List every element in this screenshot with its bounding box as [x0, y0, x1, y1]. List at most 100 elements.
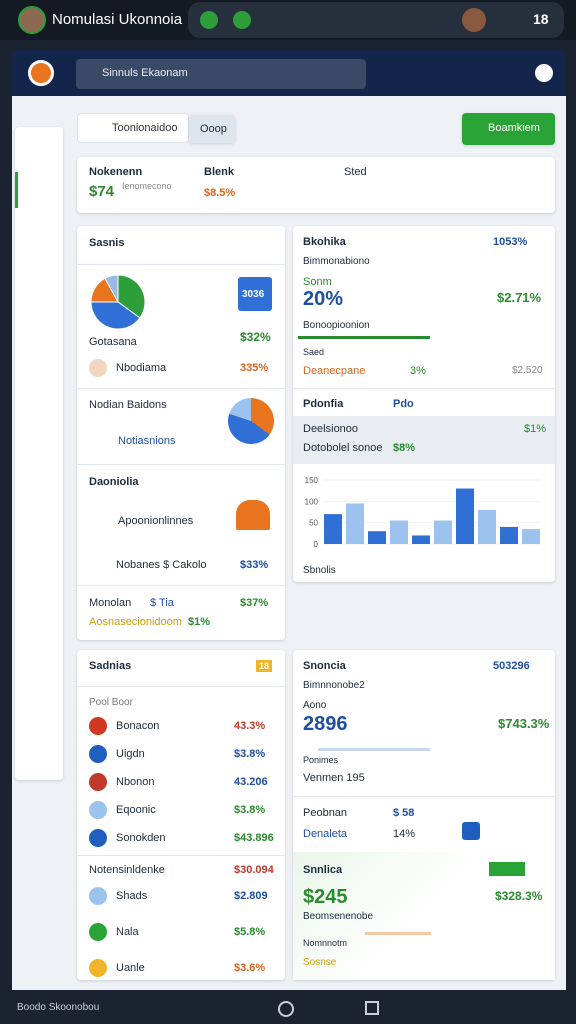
- bar: [368, 531, 386, 544]
- nav-label: Boodo Skoonobou: [17, 1002, 100, 1013]
- row-value: $3.8%: [234, 748, 266, 760]
- bar: [390, 520, 408, 544]
- progress: [318, 748, 430, 751]
- badge: 18: [256, 660, 273, 672]
- sidebar-active: [15, 172, 18, 208]
- bar: [412, 535, 430, 544]
- bar-chart: 0 50 100 150: [305, 476, 542, 549]
- bar: [522, 529, 540, 544]
- summary-card: [77, 157, 555, 213]
- primary-button[interactable]: Boamkiem: [462, 113, 555, 145]
- detail-value: $2.520: [512, 365, 543, 376]
- row-label: Bonacon: [116, 720, 160, 732]
- big-value: 20%: [303, 288, 344, 310]
- row-icon: [89, 923, 107, 941]
- home-button[interactable]: [278, 1001, 294, 1017]
- section-value: $37%: [240, 597, 269, 609]
- row-label: Uigdn: [116, 748, 145, 760]
- row-value: $43.896: [234, 832, 274, 844]
- row-value: 43.3%: [234, 720, 266, 732]
- section-title: Peobnan: [303, 807, 348, 819]
- panel-stat: 503296: [493, 660, 530, 672]
- action-icon[interactable]: [462, 822, 480, 840]
- y-tick-label: 150: [305, 476, 319, 485]
- detail: Sosnse: [303, 957, 337, 968]
- row-value: 43.206: [234, 776, 268, 788]
- row-label: Nala: [116, 926, 139, 938]
- pie-slice: [117, 274, 146, 319]
- row-icon: [89, 359, 107, 377]
- panel-title: Sasnis: [89, 237, 125, 249]
- detail: Nomnnotm: [303, 938, 348, 948]
- row-icon: [89, 887, 107, 905]
- row-value: 335%: [240, 362, 269, 374]
- detail: Deanecpane: [303, 365, 366, 377]
- bar: [324, 514, 342, 544]
- sidebar: [15, 127, 63, 780]
- panel-footer: Sbnolis: [303, 565, 336, 576]
- row-label: Uanle: [116, 962, 145, 974]
- row-label: Notiasnions: [118, 435, 176, 447]
- illustration: [236, 500, 270, 530]
- section-tag: $ 58: [393, 807, 415, 819]
- row-icon: [89, 745, 107, 763]
- row-icon: [89, 959, 107, 977]
- table-header: Pool Boor: [89, 697, 133, 708]
- avatar-small[interactable]: [462, 8, 486, 32]
- panel: [77, 650, 285, 980]
- progress: [365, 932, 431, 935]
- footer-label: Aosnasecionidoom: [89, 616, 182, 628]
- search-bar[interactable]: Sinnuls Ekaonam: [76, 59, 366, 89]
- search-field[interactable]: Toonionaidoo: [77, 113, 189, 143]
- section-title: Notensinldenke: [89, 864, 165, 876]
- section-title: Pdonfia: [303, 398, 344, 410]
- big-value: 2896: [303, 713, 348, 735]
- footer-value: $1%: [188, 616, 211, 628]
- panel-subtitle: Bimmonabiono: [303, 256, 370, 267]
- avatar[interactable]: [18, 6, 46, 34]
- row-label: Nbonon: [116, 776, 155, 788]
- filter-chip[interactable]: Ooop: [189, 115, 235, 143]
- recents-button[interactable]: [365, 1001, 379, 1015]
- highlight-band: [293, 416, 555, 464]
- pie-slice: [90, 301, 141, 330]
- row-icon: [89, 773, 107, 791]
- detail: Saed: [303, 347, 325, 357]
- pie-chart: [90, 274, 146, 330]
- summary-value: $74: [89, 183, 115, 200]
- section-title: Daoniolia: [89, 476, 139, 488]
- row-icon: [89, 717, 107, 735]
- detail: Ponimes: [303, 755, 339, 765]
- row-label: Apoonionlinnes: [118, 515, 194, 527]
- bar: [478, 509, 496, 544]
- row-value: $3.8%: [234, 804, 266, 816]
- status-icon: [200, 11, 218, 29]
- donut-icon: [228, 398, 274, 444]
- row-label: Shads: [116, 890, 148, 902]
- panel-title: Snoncia: [303, 660, 346, 672]
- summary-label: Nokenenn: [89, 166, 143, 178]
- row-value: $8%: [393, 442, 416, 454]
- summary-label: Blenk: [204, 166, 234, 178]
- section-tag: $ Tia: [150, 597, 174, 609]
- row-label: Deelsionoo: [303, 423, 359, 435]
- bar: [456, 488, 474, 544]
- progress: [298, 336, 430, 339]
- row-value: 14%: [393, 828, 416, 840]
- row-label: Denaleta: [303, 828, 348, 840]
- badge: 3036: [238, 277, 272, 311]
- side-value: $328.3%: [495, 889, 543, 903]
- big-value: $245: [303, 886, 348, 908]
- row-icon: [89, 829, 107, 847]
- row-label: Sonokden: [116, 832, 166, 844]
- logo[interactable]: [28, 60, 54, 86]
- y-tick-label: 50: [309, 519, 318, 528]
- summary-value: $8.5%: [204, 187, 236, 199]
- profile-icon[interactable]: [535, 64, 553, 82]
- detail: Bonoopioonion: [303, 320, 370, 331]
- row-value: $32%: [240, 330, 271, 344]
- status-icon: [233, 11, 251, 29]
- bar: [500, 526, 518, 544]
- panel-subtitle: Bimnnonobe2: [303, 680, 365, 691]
